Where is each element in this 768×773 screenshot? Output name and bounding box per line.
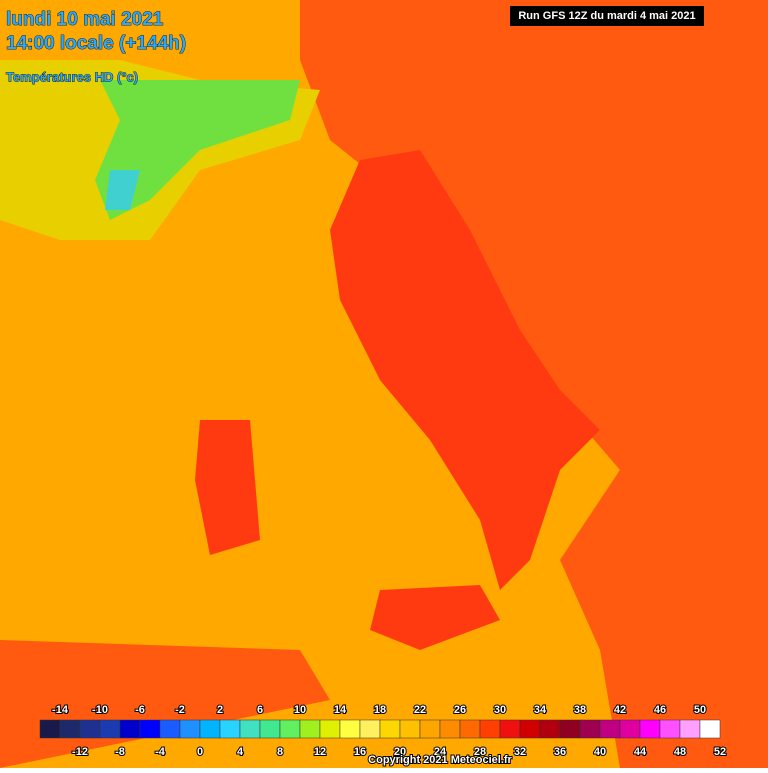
legend-top-label: 6 bbox=[257, 704, 263, 716]
legend-swatch bbox=[679, 719, 701, 739]
legend-top-label: -2 bbox=[175, 704, 185, 716]
legend-swatch bbox=[639, 719, 661, 739]
sardinia bbox=[195, 420, 260, 555]
legend-swatch bbox=[379, 719, 401, 739]
legend-swatch bbox=[179, 719, 201, 739]
legend-swatch bbox=[299, 719, 321, 739]
legend-top-label: 34 bbox=[534, 704, 547, 716]
legend-swatch bbox=[359, 719, 381, 739]
legend-swatch bbox=[59, 719, 81, 739]
legend-bottom-label: 12 bbox=[314, 746, 326, 758]
legend-bottom-label: 48 bbox=[674, 746, 686, 758]
legend-bottom-label: 52 bbox=[714, 746, 726, 758]
legend-bottom-label: -8 bbox=[115, 746, 125, 758]
legend-top-label: 42 bbox=[614, 704, 626, 716]
legend-swatch bbox=[39, 719, 61, 739]
legend-swatch bbox=[479, 719, 501, 739]
legend-top-label: -14 bbox=[52, 704, 69, 716]
legend-swatch bbox=[339, 719, 361, 739]
legend-top-label: 46 bbox=[654, 704, 666, 716]
sicily bbox=[370, 585, 500, 650]
legend-top-label: 14 bbox=[334, 704, 347, 716]
copyright: Copyright 2021 Meteociel.fr bbox=[368, 754, 512, 766]
legend-swatch bbox=[159, 719, 181, 739]
legend-bottom-label: -12 bbox=[72, 746, 88, 758]
legend-bottom-label: 32 bbox=[514, 746, 526, 758]
legend-swatch bbox=[239, 719, 261, 739]
run-info: Run GFS 12Z du mardi 4 mai 2021 bbox=[518, 10, 695, 22]
legend-swatch bbox=[439, 719, 461, 739]
legend-top-label: 2 bbox=[217, 704, 223, 716]
legend-swatch bbox=[699, 719, 721, 739]
legend-bottom-label: 24 bbox=[434, 746, 447, 758]
alps-cool bbox=[95, 80, 300, 220]
legend-top-label: 30 bbox=[494, 704, 506, 716]
legend-swatch bbox=[559, 719, 581, 739]
italy-hot bbox=[330, 150, 600, 590]
legend-bottom-label: 28 bbox=[474, 746, 486, 758]
title-time: 14:00 locale (+144h) bbox=[6, 33, 186, 54]
title-date: lundi 10 mai 2021 bbox=[6, 9, 164, 30]
legend-top-label: -6 bbox=[135, 704, 145, 716]
legend-swatch bbox=[459, 719, 481, 739]
legend-bottom-label: 40 bbox=[594, 746, 606, 758]
legend-bottom-label: 8 bbox=[277, 746, 283, 758]
legend-bottom-label: 44 bbox=[634, 746, 647, 758]
legend-swatch bbox=[419, 719, 441, 739]
legend-swatch bbox=[319, 719, 341, 739]
legend-swatch bbox=[259, 719, 281, 739]
legend-top-label: 10 bbox=[294, 704, 306, 716]
legend-swatch bbox=[219, 719, 241, 739]
legend-bottom-label: 36 bbox=[554, 746, 566, 758]
legend-bottom-label: 16 bbox=[354, 746, 366, 758]
legend-swatch bbox=[119, 719, 141, 739]
legend-swatch bbox=[519, 719, 541, 739]
legend-top-label: -10 bbox=[92, 704, 108, 716]
run-box bbox=[510, 6, 704, 26]
legend-swatch bbox=[579, 719, 601, 739]
legend-swatch bbox=[659, 719, 681, 739]
variable-label: Températures HD (°c) bbox=[6, 69, 138, 84]
legend-swatch bbox=[79, 719, 101, 739]
alps-cold bbox=[105, 170, 140, 210]
legend-bottom-label: 20 bbox=[394, 746, 406, 758]
legend-top-label: 26 bbox=[454, 704, 466, 716]
legend-swatch bbox=[619, 719, 641, 739]
legend-bottom-label: 4 bbox=[237, 746, 244, 758]
legend-top-label: 38 bbox=[574, 704, 586, 716]
legend-swatch bbox=[279, 719, 301, 739]
legend-swatch bbox=[199, 719, 221, 739]
legend-top-label: 18 bbox=[374, 704, 386, 716]
legend-swatch bbox=[499, 719, 521, 739]
legend-swatch bbox=[139, 719, 161, 739]
legend-swatch bbox=[599, 719, 621, 739]
legend-bottom-label: 0 bbox=[197, 746, 203, 758]
legend: -14 -10 -6 -2 2 6 10 14 18 22 26 30 34 38 42 46 50-12 -8-… bbox=[39, 703, 727, 759]
legend-top-label: 50 bbox=[694, 704, 706, 716]
legend-swatch bbox=[539, 719, 561, 739]
legend-swatch bbox=[399, 719, 421, 739]
legend-bottom-label: -4 bbox=[155, 746, 166, 758]
legend-top-label: 22 bbox=[414, 704, 426, 716]
legend-swatch bbox=[99, 719, 121, 739]
